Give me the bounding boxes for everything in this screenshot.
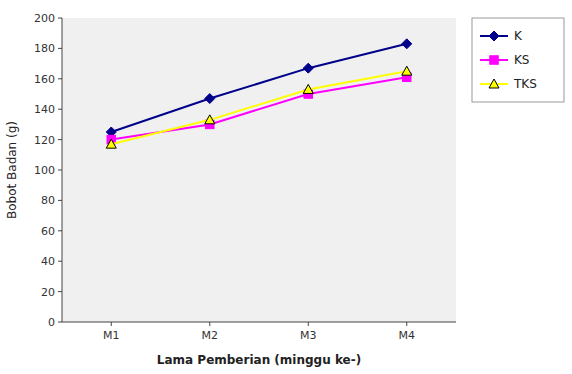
x-tick-label: M1 bbox=[103, 329, 120, 342]
x-tick bbox=[308, 322, 309, 326]
y-tick bbox=[58, 109, 62, 110]
point bbox=[205, 94, 215, 104]
series-line bbox=[111, 77, 407, 139]
axes: 0 20 40 60 80 100 120 140 160 180 200 M1 M2 M3 M4 bbox=[34, 12, 456, 342]
x-tick-label: M3 bbox=[300, 329, 317, 342]
series-line bbox=[111, 44, 407, 132]
y-tick bbox=[58, 170, 62, 171]
y-tick-label: 120 bbox=[34, 134, 55, 147]
point bbox=[303, 63, 313, 73]
x-tick bbox=[209, 322, 210, 326]
y-tick-label: 100 bbox=[34, 164, 55, 177]
legend-swatch-marker bbox=[490, 56, 499, 65]
x-tick-label: M2 bbox=[202, 329, 219, 342]
y-tick-label: 140 bbox=[34, 103, 55, 116]
point bbox=[402, 39, 412, 49]
y-tick bbox=[58, 78, 62, 79]
y-tick bbox=[58, 291, 62, 292]
plot-area bbox=[62, 18, 456, 322]
y-tick-label: 0 bbox=[48, 316, 55, 329]
y-tick bbox=[58, 48, 62, 49]
y-axis-label: Bobot Badan (g) bbox=[5, 121, 19, 219]
chart: 0 20 40 60 80 100 120 140 160 180 200 M1 M2 M3 M4 Lama … bbox=[0, 0, 572, 374]
legend-swatch-marker bbox=[489, 31, 499, 41]
y-tick bbox=[58, 322, 62, 323]
y-tick-label: 20 bbox=[41, 286, 55, 299]
y-tick bbox=[58, 18, 62, 19]
legend-label: TKS bbox=[513, 77, 537, 91]
legend-label: KS bbox=[514, 53, 530, 67]
x-axis-label: Lama Pemberian (minggu ke-) bbox=[157, 353, 361, 367]
y-tick-label: 80 bbox=[41, 194, 55, 207]
point bbox=[402, 66, 412, 75]
y-tick bbox=[58, 200, 62, 201]
legend-label: K bbox=[514, 29, 523, 43]
y-tick bbox=[58, 139, 62, 140]
legend-box bbox=[472, 18, 564, 102]
point bbox=[106, 139, 116, 148]
y-tick-label: 200 bbox=[34, 12, 55, 25]
point bbox=[303, 84, 313, 93]
x-tick-label: M4 bbox=[399, 329, 416, 342]
legend-swatch-marker bbox=[489, 79, 499, 88]
y-tick bbox=[58, 261, 62, 262]
x-axis-line bbox=[62, 322, 456, 323]
y-tick-label: 160 bbox=[34, 73, 55, 86]
series bbox=[106, 66, 412, 148]
series-line bbox=[111, 71, 407, 144]
y-tick-label: 180 bbox=[34, 42, 55, 55]
y-tick-label: 40 bbox=[41, 255, 55, 268]
legend: K KS TKS bbox=[472, 18, 564, 102]
series bbox=[106, 39, 412, 137]
y-tick-label: 60 bbox=[41, 225, 55, 238]
y-tick bbox=[58, 230, 62, 231]
x-tick bbox=[406, 322, 407, 326]
x-tick bbox=[111, 322, 112, 326]
point bbox=[205, 115, 215, 124]
series-group bbox=[106, 39, 412, 148]
